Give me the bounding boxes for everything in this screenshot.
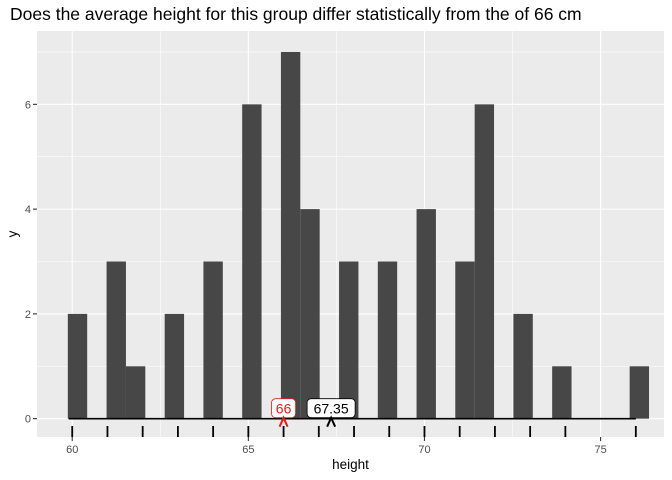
y-tick-label: 4: [25, 204, 31, 216]
histogram-bar: [164, 313, 185, 419]
histogram-bar: [416, 209, 436, 419]
x-tick-label: 70: [418, 444, 430, 456]
annotation-label: 67.35: [306, 398, 356, 419]
x-tick-label: 60: [66, 444, 78, 456]
y-tick-label: 6: [25, 99, 31, 111]
histogram-bars: [67, 51, 650, 419]
y-axis-title: y: [5, 230, 20, 237]
annotation-text: 67.35: [314, 401, 349, 417]
rug-marks: [71, 426, 637, 437]
histogram-bar: [474, 104, 495, 419]
annotations: 66 67.35: [271, 398, 356, 428]
histogram-bar: [125, 366, 146, 419]
histogram-bar: [377, 261, 398, 419]
y-tick-label: 2: [25, 309, 31, 321]
histogram-bar: [106, 261, 126, 419]
x-axis-title: height: [332, 457, 369, 472]
x-axis: 60 65 70 75: [66, 437, 607, 456]
histogram-bar: [455, 261, 475, 419]
annotation-text: 66: [276, 401, 292, 417]
histogram-bar: [280, 51, 301, 419]
x-tick-label: 65: [242, 444, 254, 456]
histogram-bar: [339, 261, 359, 419]
histogram-bar: [513, 313, 533, 419]
histogram-bar: [552, 366, 572, 419]
histogram-bar: [203, 261, 223, 419]
histogram-bar: [300, 209, 320, 419]
histogram-bar: [67, 313, 88, 419]
annotation-marker: [326, 415, 337, 428]
histogram-bar: [629, 366, 650, 419]
annotation-marker: [278, 415, 289, 428]
chart-title: Does the average height for this group d…: [10, 4, 582, 24]
y-tick-label: 0: [25, 414, 31, 426]
y-axis: 0 2 4 6: [25, 99, 37, 426]
histogram-bar: [242, 104, 262, 419]
annotation-label: 66: [271, 398, 296, 419]
x-tick-label: 75: [594, 444, 606, 456]
